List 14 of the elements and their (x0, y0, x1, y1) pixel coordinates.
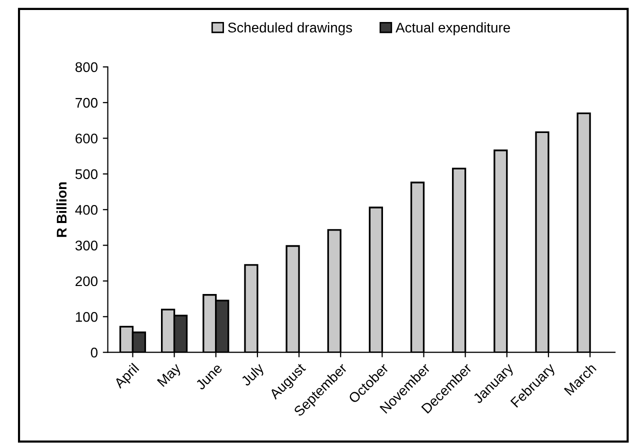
x-tick-label: July (240, 362, 267, 389)
y-tick-label: 600 (76, 134, 98, 144)
y-tick-label: 800 (75, 62, 98, 72)
y-tick-label: 100 (76, 312, 98, 322)
legend-label: Scheduled drawings (228, 22, 352, 36)
y-tick-label: 0 (90, 348, 98, 358)
x-tick-label: May (156, 362, 184, 389)
y-tick-label: 400 (75, 204, 98, 215)
y-tick-label: 200 (76, 276, 98, 286)
y-axis-title: R Billion (56, 182, 67, 237)
y-tick-label: 700 (76, 98, 98, 108)
legend-label: Actual expenditure (396, 22, 510, 36)
y-tick-label: 300 (75, 240, 98, 250)
y-tick-label: 500 (75, 169, 98, 180)
